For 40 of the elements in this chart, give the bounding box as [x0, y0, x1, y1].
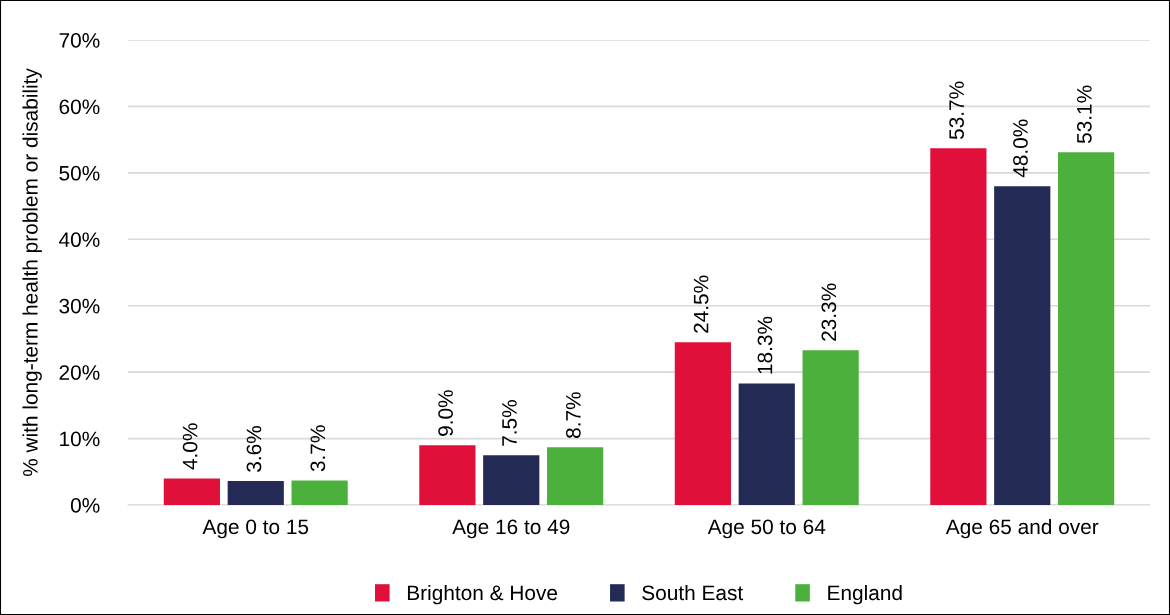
data-label: 8.7%	[565, 392, 581, 438]
data-label: 3.7%	[310, 425, 326, 472]
legend-label: Brighton & Hove	[407, 584, 558, 605]
legend-label: South East	[642, 584, 744, 601]
bar	[291, 480, 348, 505]
data-label: 4.0%	[182, 423, 198, 470]
y-tick-label: 40%	[59, 232, 100, 248]
bar	[802, 350, 859, 505]
legend-label: England	[828, 584, 902, 605]
y-tick-label: 70%	[59, 33, 100, 48]
bar	[1058, 152, 1115, 505]
data-label: 48.0%	[1013, 119, 1028, 178]
bar	[738, 383, 795, 505]
data-label: 53.7%	[949, 81, 964, 140]
bar	[994, 186, 1051, 505]
y-tick-label: 30%	[59, 298, 100, 314]
data-label: 3.6%	[246, 426, 262, 472]
y-tick-label: 50%	[59, 165, 100, 181]
x-tick-label: Age 65 and over	[945, 518, 1099, 539]
data-label: 7.5%	[502, 400, 517, 446]
y-tick-label: 0%	[70, 498, 100, 513]
y-axis-title: % with long-term health problem or disability	[22, 68, 42, 477]
data-label: 53.1%	[1076, 85, 1092, 144]
bar	[483, 455, 540, 505]
bar	[930, 148, 987, 505]
data-label: 24.5%	[693, 275, 709, 333]
bar	[419, 445, 476, 505]
data-label: 23.3%	[821, 283, 837, 341]
bar	[674, 342, 731, 505]
y-tick-label: 20%	[59, 365, 100, 380]
x-tick-label: Age 16 to 49	[452, 519, 570, 539]
bar	[547, 447, 604, 505]
bar	[163, 478, 220, 505]
x-tick-label: Age 0 to 15	[202, 519, 309, 539]
data-label: 18.3%	[757, 316, 773, 374]
y-tick-label: 10%	[60, 431, 100, 447]
y-tick-label: 60%	[59, 99, 100, 115]
data-label: 9.0%	[438, 390, 453, 436]
x-tick-label: Age 50 to 64	[707, 519, 826, 539]
bar	[227, 481, 284, 505]
